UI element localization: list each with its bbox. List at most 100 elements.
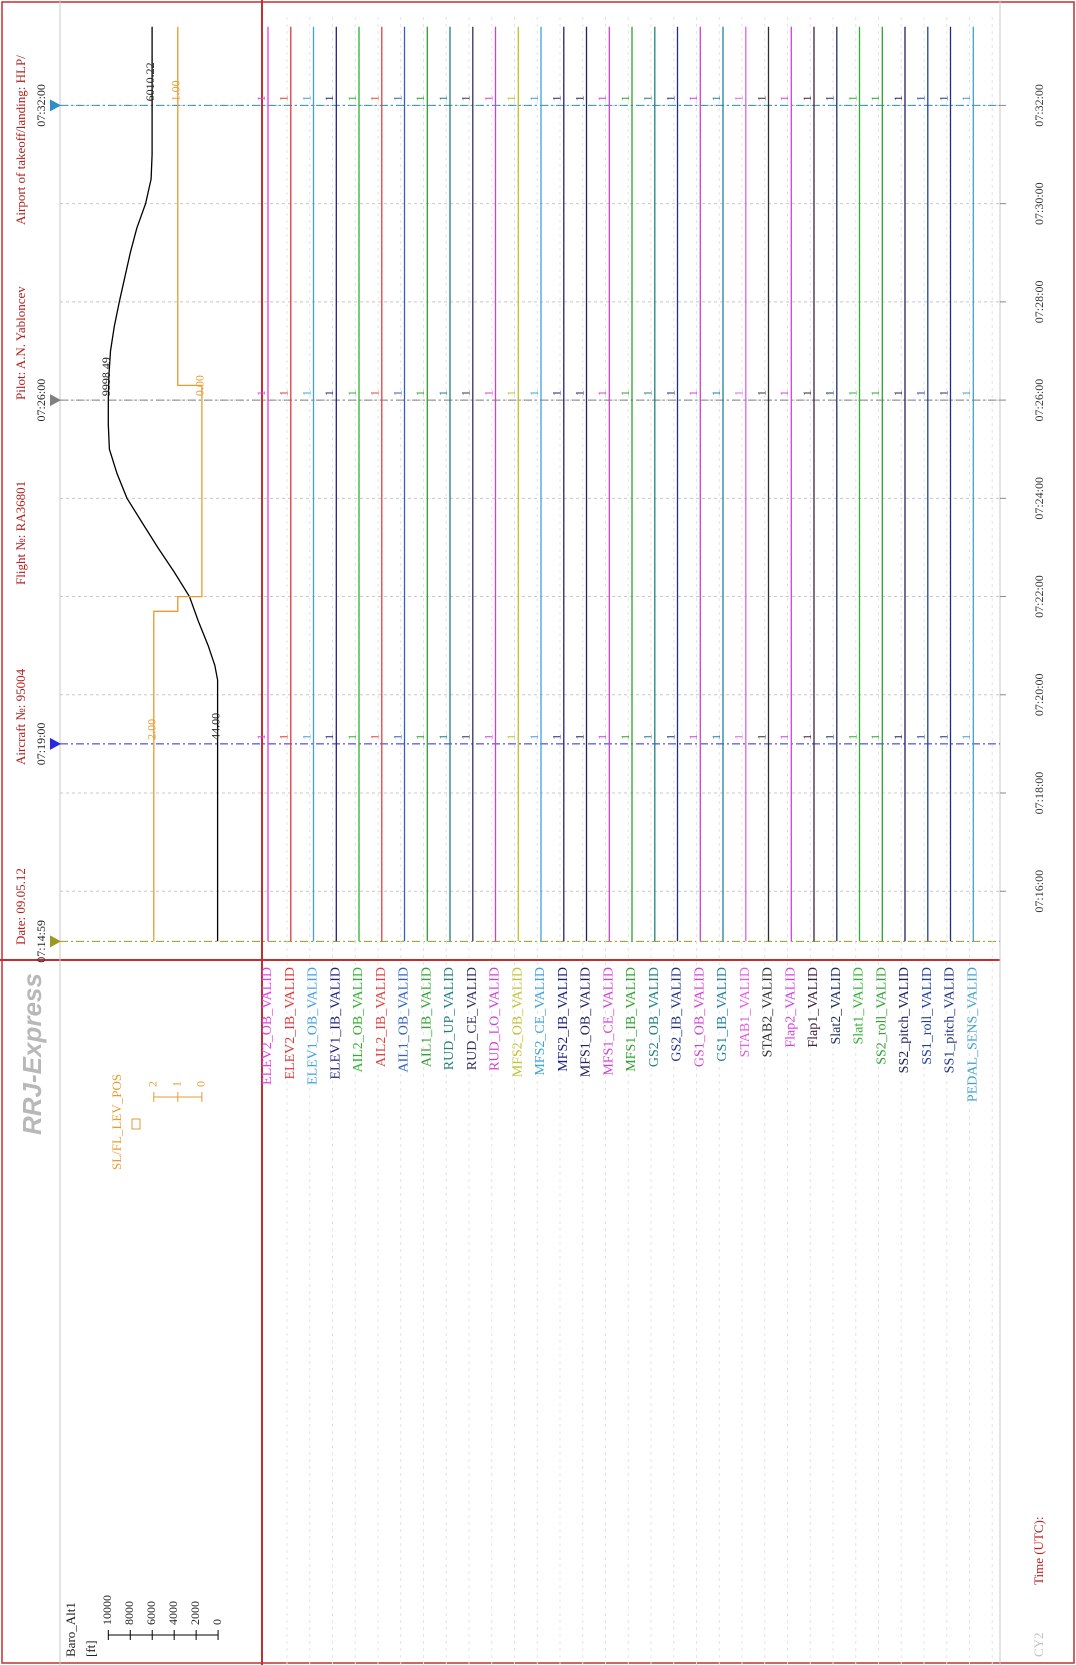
x-tick-label: 07:24:00 [1032, 477, 1046, 520]
header-airport: Airport of takeoff/landing: HLP/ [13, 55, 28, 225]
value-label: 1 [459, 734, 473, 740]
value-label: 1 [800, 95, 814, 101]
value-label: 1 [800, 734, 814, 740]
header-flight: Flight №: RA36801 [13, 481, 28, 585]
value-label: 1 [686, 390, 700, 396]
x-tick-label: 07:26:00 [1032, 379, 1046, 422]
channel-label: Flap2_VALID [783, 967, 798, 1048]
value-label: 1 [959, 95, 973, 101]
value-label: 1 [959, 390, 973, 396]
header-aircraft: Aircraft №: 95004 [13, 668, 28, 765]
channel-label: GS2_OB_VALID [647, 967, 662, 1067]
value-label: 1.00 [169, 80, 183, 101]
value-label: 1 [345, 390, 359, 396]
value-label: 1 [299, 734, 313, 740]
channel-label: PEDAL_SENS_VALID [965, 967, 980, 1102]
value-label: 1 [322, 95, 336, 101]
channel-label: ELEV1_OB_VALID [306, 967, 321, 1085]
channel-label: STAB2_VALID [761, 967, 776, 1057]
y-tick-label: 0 [194, 1081, 208, 1087]
value-label: 1 [663, 390, 677, 396]
channel-label: MFS2_CE_VALID [533, 967, 548, 1076]
value-label: 1 [936, 95, 950, 101]
series-line [107, 26, 219, 942]
channel-label: MFS1_IB_VALID [624, 967, 639, 1072]
value-label: 1 [595, 390, 609, 396]
value-label: 1 [663, 95, 677, 101]
channel-label: SS2_pitch_VALID [897, 967, 912, 1073]
value-label: 1 [891, 734, 905, 740]
value-label: 1 [550, 390, 564, 396]
value-label: 1 [777, 95, 791, 101]
value-label: 1 [436, 95, 450, 101]
channel-label: MFS2_IB_VALID [556, 967, 571, 1072]
value-label: 1 [845, 390, 859, 396]
value-label: 1 [868, 734, 882, 740]
channel-label: MFS1_CE_VALID [601, 967, 616, 1076]
value-label: 1 [322, 390, 336, 396]
channel-label: SS2_roll_VALID [874, 967, 889, 1065]
value-label: 1 [368, 390, 382, 396]
value-label: 1 [732, 390, 746, 396]
channel-label: Slat1_VALID [852, 967, 867, 1045]
value-label: 1 [254, 390, 268, 396]
value-label: 1 [550, 95, 564, 101]
y-tick-label: 4000 [166, 1601, 180, 1625]
series-unit: [ft] [83, 1640, 98, 1657]
value-label: 1 [641, 390, 655, 396]
value-label: 1 [618, 390, 632, 396]
value-label: 1 [345, 95, 359, 101]
x-tick-label: 07:20:00 [1032, 673, 1046, 716]
value-label: 1 [686, 95, 700, 101]
value-label: 1 [868, 390, 882, 396]
value-label: 9998.49 [99, 357, 113, 396]
value-label: 1 [413, 390, 427, 396]
x-tick-label: 07:16:00 [1032, 870, 1046, 913]
value-label: 1 [709, 390, 723, 396]
channel-label: RUD_LO_VALID [488, 967, 503, 1071]
value-label: 1 [459, 95, 473, 101]
value-label: 1 [527, 734, 541, 740]
channel-label: Flap1_VALID [806, 967, 821, 1048]
x-axis-label: Time (UTC): [1031, 1517, 1046, 1586]
value-label: 1 [527, 95, 541, 101]
channel-label: GS2_IB_VALID [670, 967, 685, 1062]
value-label: 1 [277, 95, 291, 101]
footer: CY2 [1031, 1632, 1046, 1657]
cursor-label: 07:32:00 [34, 84, 48, 127]
value-label: 1 [754, 95, 768, 101]
channel-label: SS1_roll_VALID [920, 967, 935, 1065]
value-label: 1 [572, 95, 586, 101]
value-label: 1 [527, 390, 541, 396]
value-label: 1 [686, 734, 700, 740]
channel-label: ELEV2_IB_VALID [283, 967, 298, 1080]
value-label: 1 [459, 390, 473, 396]
value-label: 1 [663, 734, 677, 740]
value-label: 44.00 [208, 713, 222, 740]
value-label: 1 [572, 390, 586, 396]
value-label: 1 [277, 390, 291, 396]
value-label: 1 [823, 734, 837, 740]
value-label: 1 [390, 734, 404, 740]
x-tick-label: 07:18:00 [1032, 772, 1046, 815]
value-label: 1 [891, 95, 905, 101]
cursor-marker [50, 394, 61, 407]
channel-label: Slat2_VALID [829, 967, 844, 1045]
value-label: 1 [504, 390, 518, 396]
value-label: 1 [777, 734, 791, 740]
value-label: 1 [595, 734, 609, 740]
header-pilot: Pilot: A.N. Yabloncev [13, 286, 28, 400]
value-label: 1 [299, 95, 313, 101]
channel-label: SS1_pitch_VALID [943, 967, 958, 1073]
value-label: 1 [368, 95, 382, 101]
value-label: 1 [368, 734, 382, 740]
cursor-label: 07:19:00 [34, 723, 48, 766]
cursor-marker [50, 99, 61, 112]
value-label: 1 [891, 390, 905, 396]
channel-label: AIL2_OB_VALID [351, 967, 366, 1073]
value-label: 1 [914, 390, 928, 396]
value-label: 1 [732, 734, 746, 740]
